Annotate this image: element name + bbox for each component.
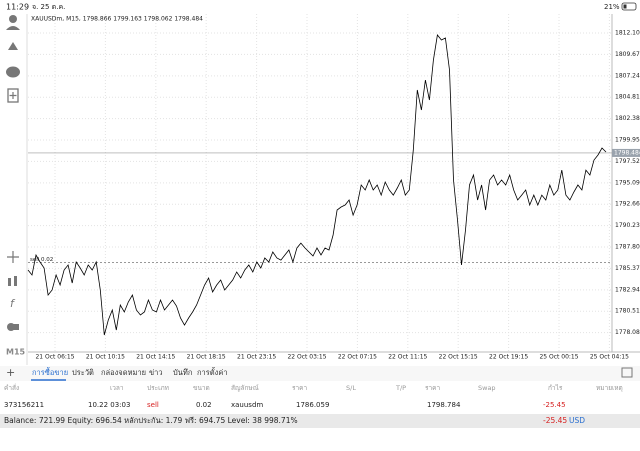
column-header: กำไร <box>548 384 563 392</box>
chart: 1812.100 1809.670 1807.240 1804.810 1802.380… <box>27 14 640 361</box>
y-tick-label: 1797.520 <box>615 158 640 165</box>
x-tick-label: 21 Oct 23:15 <box>237 354 276 361</box>
x-tick-label: 22 Oct 19:15 <box>489 354 528 361</box>
tab[interactable]: ข่าว <box>149 368 163 377</box>
y-tick-label: 1809.670 <box>615 51 640 58</box>
column-header: หมายเหตุ <box>596 384 623 392</box>
price-tag-label: 1798.484 <box>614 149 640 156</box>
column-header: ประเภท <box>147 384 169 392</box>
column-header: เวลา <box>110 384 124 392</box>
cell-type: sell <box>147 401 159 409</box>
tab[interactable]: บันทึก <box>173 368 192 377</box>
y-tick-label: 1790.230 <box>615 222 640 229</box>
toolbar: f <box>6 15 20 331</box>
x-tick-label: 21 Oct 14:15 <box>136 354 175 361</box>
y-tick-label: 1782.940 <box>615 286 640 293</box>
crosshair-icon[interactable] <box>7 251 19 263</box>
tab[interactable]: กล่องจดหมาย <box>101 368 146 377</box>
summary-bar <box>0 414 640 428</box>
column-header: คำสั่ง <box>4 383 19 392</box>
cell-volume: 0.02 <box>196 401 212 409</box>
column-header: ราคา <box>425 384 440 392</box>
timeframe[interactable]: M15 <box>6 348 26 357</box>
battery-level <box>623 4 627 9</box>
status-time: 11:29 <box>6 3 29 12</box>
y-tick-label: 1799.950 <box>615 137 640 144</box>
tab[interactable]: การซื้อขาย <box>32 367 68 377</box>
tab[interactable]: การตั้งค่า <box>197 367 228 377</box>
y-tick-label: 1785.370 <box>615 265 640 272</box>
column-header: S/L <box>346 384 356 392</box>
price-tag <box>612 148 640 157</box>
summary-profit: -25.45 <box>543 416 567 425</box>
cell-symbol: xauusdm <box>231 401 263 409</box>
status-date: จ. 25 ต.ค. <box>32 3 65 11</box>
x-tick-label: 21 Oct 06:15 <box>35 354 74 361</box>
column-header: ขนาด <box>193 384 210 392</box>
cell-open-price: 1786.059 <box>296 401 329 409</box>
trade-table: คำสั่ง เวลา ประเภท ขนาด สัญลักษณ์ ราคา S/L T/P ร… <box>4 383 623 409</box>
y-tick-label: 1778.080 <box>615 329 640 336</box>
account-icon-body[interactable] <box>6 26 20 30</box>
indicator-icon[interactable]: f <box>10 297 16 310</box>
objects-icon-2[interactable] <box>13 324 19 330</box>
candle-icon-2[interactable] <box>14 276 17 286</box>
order-label: sell 0.02 <box>30 257 53 263</box>
price-line-series <box>27 34 607 336</box>
x-tick-label: 22 Oct 03:15 <box>287 354 326 361</box>
column-header: สัญลักษณ์ <box>231 384 259 392</box>
battery-icon <box>621 2 637 11</box>
x-tick-label: 22 Oct 11:15 <box>388 354 427 361</box>
chat-icon[interactable] <box>6 66 20 78</box>
tabs: การซื้อขาย ประวัติ กล่องจดหมาย ข่าว บันทึก กา… <box>31 367 228 381</box>
account-icon[interactable] <box>9 15 17 23</box>
candle-icon[interactable] <box>8 278 11 286</box>
x-tick-label: 22 Oct 15:15 <box>439 354 478 361</box>
column-header: T/P <box>395 384 406 392</box>
x-tick-label: 22 Oct 07:15 <box>338 354 377 361</box>
panel-icon[interactable] <box>621 367 633 378</box>
summary-currency: USD <box>569 416 585 425</box>
x-tick-label: 25 Oct 04:15 <box>590 354 629 361</box>
x-tick-label: 21 Oct 18:15 <box>187 354 226 361</box>
y-tick-label: 1807.240 <box>615 72 640 79</box>
y-tick-label: 1812.100 <box>615 30 640 37</box>
y-tick-label: 1802.380 <box>615 115 640 122</box>
cell-order: 373156211 <box>4 401 44 409</box>
x-tick-label: 25 Oct 00:15 <box>539 354 578 361</box>
cell-price: 1798.784 <box>427 401 461 409</box>
add-button[interactable]: + <box>6 366 15 379</box>
column-header: Swap <box>478 384 496 392</box>
x-tick-label: 21 Oct 10:15 <box>86 354 125 361</box>
chart-header: XAUUSDm, M15, 1798.866 1799.163 1798.062… <box>31 16 203 23</box>
y-tick-label: 1780.510 <box>615 308 640 315</box>
summary-text: Balance: 721.99 Equity: 696.54 หลักประกั… <box>4 416 298 425</box>
cell-time: 10.22 03:03 <box>88 401 130 409</box>
cell-profit: -25.45 <box>543 401 566 409</box>
column-header: ราคา <box>292 384 307 392</box>
y-tick-label: 1787.800 <box>615 244 640 251</box>
y-tick-label: 1804.810 <box>615 94 640 101</box>
status-battery: 21% <box>604 3 620 11</box>
trade-icon[interactable] <box>8 42 18 50</box>
y-tick-label: 1795.090 <box>615 179 640 186</box>
tab-bar <box>0 366 640 381</box>
y-tick-label: 1792.660 <box>615 201 640 208</box>
tab[interactable]: ประวัติ <box>72 368 94 377</box>
new-order-icon[interactable] <box>7 88 19 103</box>
new-order-plus[interactable] <box>9 92 17 99</box>
